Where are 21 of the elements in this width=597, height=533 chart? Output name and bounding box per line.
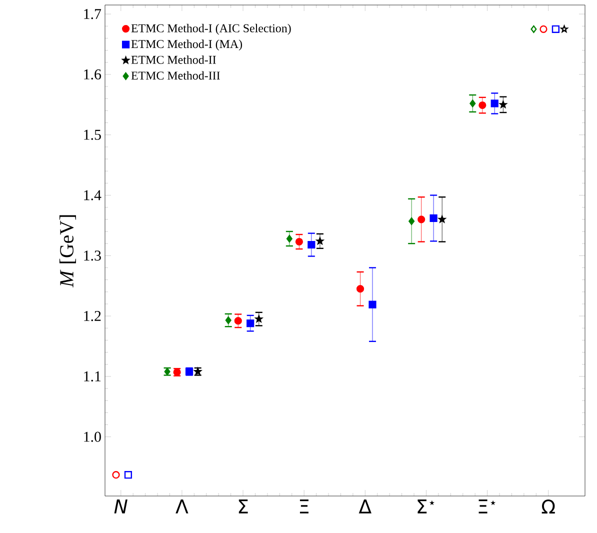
y-tick-label: 1.6 <box>84 69 102 80</box>
legend-label: ETMC Method-I (AIC Selection) <box>131 24 291 35</box>
y-tick-label: 1.4 <box>84 190 102 200</box>
y-tick-label: 1.7 <box>84 9 102 20</box>
x-tick-label: Λ <box>176 500 188 514</box>
x-tick-label: N <box>114 500 128 514</box>
y-tick-label: 1.2 <box>84 310 101 322</box>
x-tick-label: Σ <box>238 500 248 514</box>
x-tick-label: Ω <box>542 500 555 514</box>
y-tick-label: 1.0 <box>84 432 101 442</box>
x-tick-label: Ξ <box>300 500 308 514</box>
x-tick-label: Ξ$^{⋆}$ <box>478 500 496 514</box>
y-tick-label: 1.5 <box>84 130 101 140</box>
legend-label: ETMC Method-II <box>131 55 216 64</box>
legend-label: ETMC Method-III <box>131 71 220 80</box>
x-tick-label: Σ$^{⋆}$ <box>418 500 434 514</box>
x-tick-label: Δ <box>358 500 372 514</box>
y-tick-label: 1.3 <box>84 250 101 261</box>
y-tick-label: 1.1 <box>84 371 101 382</box>
legend-label: ETMC Method-I (MA) <box>131 40 242 51</box>
y-axis-title: M [GeV] <box>59 215 76 288</box>
